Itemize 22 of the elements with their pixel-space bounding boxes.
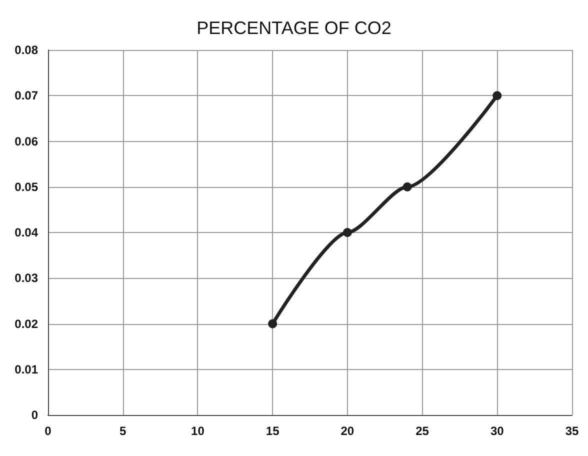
x-tick-label: 10 xyxy=(191,424,205,438)
x-tick-label: 25 xyxy=(416,424,430,438)
y-tick-label: 0 xyxy=(31,408,38,422)
x-tick-label: 20 xyxy=(340,424,354,438)
x-tick-label: 5 xyxy=(120,424,127,438)
y-tick-label: 0.05 xyxy=(14,180,38,194)
point xyxy=(268,319,278,328)
x-tick-label: 30 xyxy=(490,424,504,438)
y-tick-label: 0.01 xyxy=(14,362,38,376)
x-tick-label: 0 xyxy=(44,424,52,438)
point xyxy=(402,182,412,192)
y-tick-label: 0.03 xyxy=(14,271,38,286)
y-tick-label: 0.08 xyxy=(14,43,38,57)
chart-title: PERCENTAGE OF CO2 xyxy=(196,18,392,38)
y-tick-label: 0.06 xyxy=(14,134,38,148)
y-tick-label: 0.02 xyxy=(14,316,38,331)
point xyxy=(492,91,502,100)
x-tick-label: 35 xyxy=(565,424,579,438)
y-tick-label: 0.07 xyxy=(14,88,38,103)
point xyxy=(342,228,352,237)
x-tick-label: 15 xyxy=(266,424,280,438)
y-tick-label: 0.04 xyxy=(14,226,38,240)
